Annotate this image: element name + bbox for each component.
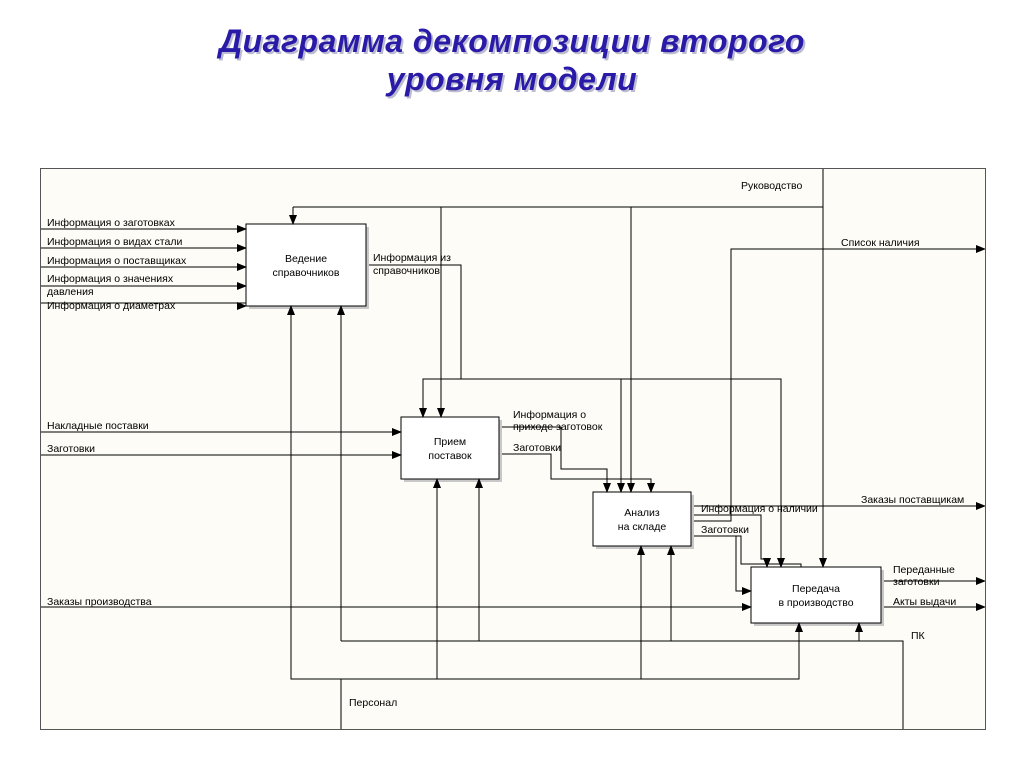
svg-text:давления: давления [47,286,94,298]
diagram-area: Руководство Информация о заготовках Информ… [40,168,986,730]
svg-text:Передача: Передача [792,583,840,595]
svg-text:Накладные поставки: Накладные поставки [47,420,149,432]
svg-text:Руководство: Руководство [741,180,803,192]
svg-text:Информация из: Информация из [373,252,451,264]
svg-text:приходе заготовок: приходе заготовок [513,421,603,433]
svg-text:Информация о значениях: Информация о значениях [47,273,174,285]
diagram-svg: Руководство Информация о заготовках Информ… [41,169,985,729]
svg-text:Заказы производства: Заказы производства [47,596,152,608]
svg-text:Заготовки: Заготовки [513,442,561,454]
title-line-2: уровня модели [0,60,1024,98]
svg-text:Информация о наличии: Информация о наличии [701,503,818,515]
svg-text:Заказы поставщикам: Заказы поставщикам [861,494,964,506]
svg-text:Информация о видах стали: Информация о видах стали [47,236,182,248]
svg-text:заготовки: заготовки [893,576,940,588]
title-line-1: Диаграмма декомпозиции второго [0,22,1024,60]
svg-text:Акты выдачи: Акты выдачи [893,596,956,608]
svg-text:Анализ: Анализ [624,507,660,519]
svg-text:Персонал: Персонал [349,697,397,709]
svg-text:справочников: справочников [373,265,440,277]
svg-text:Прием: Прием [434,436,466,448]
svg-text:в производство: в производство [778,597,853,609]
svg-text:Информация о заготовках: Информация о заготовках [47,217,176,229]
svg-text:Заготовки: Заготовки [47,443,95,455]
svg-text:поставок: поставок [428,450,472,462]
svg-text:Информация о: Информация о [513,409,586,421]
svg-text:Ведение: Ведение [285,253,327,265]
svg-text:Информация о диаметрах: Информация о диаметрах [47,300,176,312]
slide-title: Диаграмма декомпозиции второго уровня мо… [0,0,1024,99]
svg-text:ПК: ПК [911,630,926,642]
svg-text:Переданные: Переданные [893,564,955,576]
svg-text:Заготовки: Заготовки [701,524,749,536]
svg-text:Список наличия: Список наличия [841,237,920,249]
svg-text:справочников: справочников [273,267,340,279]
svg-text:Информация о поставщиках: Информация о поставщиках [47,255,187,267]
svg-text:на складе: на складе [618,521,667,533]
